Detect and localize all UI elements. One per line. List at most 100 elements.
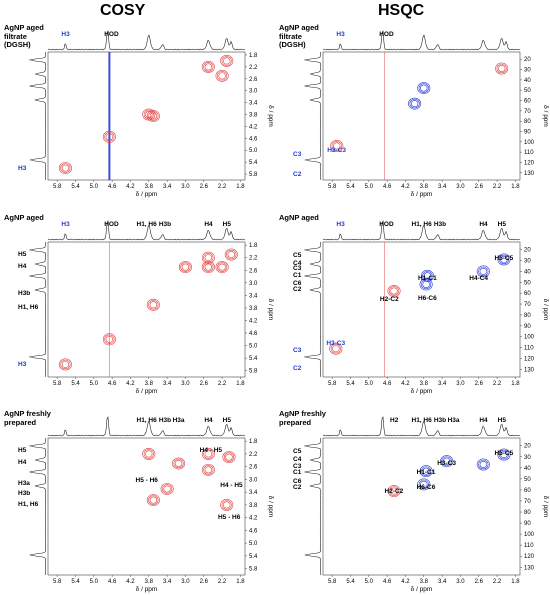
peak-annotation: C4 [293, 259, 302, 267]
x-tick-label: 4.2 [401, 184, 410, 190]
peak-annotation: HOD [379, 31, 394, 38]
y-axis-label: δ / ppm [542, 496, 549, 518]
y-tick-label: 5.4 [249, 554, 258, 560]
x-tick-label: 2.6 [475, 184, 484, 190]
contour-peak [476, 265, 490, 278]
plot-frame [322, 51, 521, 181]
x-tick-label: 4.6 [383, 579, 392, 585]
x-tick-label: 3.0 [456, 579, 465, 585]
x-axis-label: δ / ppm [411, 191, 433, 198]
contour-peak [145, 450, 153, 458]
contour-peak [174, 459, 183, 467]
contour-peak [497, 253, 511, 266]
y-axis-label: δ / ppm [267, 105, 274, 127]
contour-peak [181, 263, 190, 271]
x-tick-label: 5.4 [71, 579, 80, 585]
y-axis-label: δ / ppm [267, 299, 274, 321]
x-tick-label: 4.2 [401, 381, 410, 387]
peak-annotation: H4 [18, 263, 27, 271]
y-tick-label: 20 [524, 444, 531, 450]
y-tick-label: 5.4 [249, 160, 258, 166]
y-tick-label: 4.6 [249, 528, 258, 534]
sample-title-line: filtrate [4, 31, 27, 41]
y-tick-label: 3.0 [249, 281, 258, 287]
peak-annotation: H3 [336, 221, 345, 228]
plot-frame [322, 241, 521, 378]
contour-peak [222, 501, 231, 509]
peak-annotation: H3-C3 [437, 459, 456, 467]
y-tick-label: 20 [524, 57, 531, 63]
y-tick-label: 3.8 [249, 113, 258, 119]
peak-annotation: H5 [222, 417, 231, 424]
contour-peak [331, 141, 342, 151]
peak-annotation: H3-C3 [327, 146, 347, 154]
spectrum-plot: 5.8 5.4 5.0 4.6 4.2 3.8 3.4 3.0 2.6 2.2 1.8 δ / ppm… [29, 220, 274, 395]
x-axis-label: δ / ppm [411, 586, 433, 593]
peak-annotation: H3a [18, 480, 30, 488]
left-1d-trace [29, 241, 47, 378]
x-tick-label: 3.0 [456, 381, 465, 387]
contour-peak [178, 261, 192, 274]
contour-peak [143, 449, 154, 459]
hsqc-fresh-panel: 5.8 5.4 5.0 4.6 4.2 3.8 3.4 3.0 2.6 2.2 1.8 δ / ppm… [275, 408, 550, 595]
contour-peak [419, 278, 433, 291]
contour-peak [409, 98, 420, 109]
y-tick-label: 4.2 [249, 516, 258, 522]
contour-peak [225, 453, 233, 461]
top-1d-trace [47, 30, 246, 51]
x-axis-label: δ / ppm [136, 586, 158, 593]
sample-title: AgNP aged [279, 213, 319, 223]
y-tick-label: 4.6 [249, 136, 258, 142]
top-1d-trace [47, 416, 246, 437]
contour-peak [496, 63, 507, 74]
contour-peak [58, 358, 72, 371]
y-tick-label: 4.2 [249, 318, 258, 324]
contour-peak [204, 450, 213, 458]
contour-peak [216, 262, 228, 272]
y-tick-label: 40 [524, 78, 531, 84]
peak-annotation: H2 [390, 417, 399, 424]
contour-peak [204, 263, 213, 271]
x-tick-label: 5.4 [346, 579, 355, 585]
y-tick-label: 130 [524, 171, 535, 177]
contour-peak [390, 287, 398, 295]
y-tick-label: 3.4 [249, 101, 258, 107]
x-tick-label: 2.6 [200, 579, 209, 585]
y-tick-label: 110 [524, 543, 534, 549]
spectrum-plot: 5.8 5.4 5.0 4.6 4.2 3.8 3.4 3.0 2.6 2.2 1.8 δ / ppm… [304, 416, 549, 593]
contour-peak [204, 254, 213, 262]
y-tick-label: 120 [524, 356, 535, 362]
peak-annotation: H1, H6 [18, 303, 39, 311]
y-axis-label: δ / ppm [542, 299, 549, 321]
contour-peak [220, 55, 234, 67]
contour-peak [227, 251, 235, 259]
contour-peak [422, 467, 430, 475]
y-tick-label: 5.8 [249, 172, 258, 178]
y-tick-label: 5.4 [249, 356, 258, 362]
contour-peak [224, 248, 238, 261]
x-tick-label: 3.8 [145, 579, 154, 585]
y-tick-label: 60 [524, 99, 531, 105]
y-tick-label: 2.2 [249, 256, 258, 262]
y-tick-label: 130 [524, 565, 535, 571]
y-tick-label: 70 [524, 302, 531, 308]
peak-annotation: H4 [479, 221, 488, 228]
sample-title: AgNP freshly prepared [4, 409, 51, 427]
peak-annotation: H5 [18, 446, 27, 454]
sample-title: AgNP aged [4, 213, 44, 223]
peak-annotation: H5 [497, 417, 506, 424]
y-tick-label: 100 [524, 532, 535, 538]
contour-peak [104, 132, 115, 142]
contour-peak [330, 140, 344, 152]
left-1d-trace [29, 437, 47, 576]
y-tick-label: 3.0 [249, 89, 258, 95]
y-tick-label: 130 [524, 367, 535, 373]
peak-annotation: H1, H6 [411, 417, 432, 424]
x-tick-label: 1.8 [511, 381, 520, 387]
y-tick-label: 70 [524, 109, 531, 115]
x-tick-label: 2.6 [200, 381, 209, 387]
y-tick-label: 100 [524, 335, 535, 341]
contour-peak [498, 254, 510, 265]
y-tick-label: 20 [524, 248, 531, 254]
x-tick-label: 3.4 [438, 381, 447, 387]
